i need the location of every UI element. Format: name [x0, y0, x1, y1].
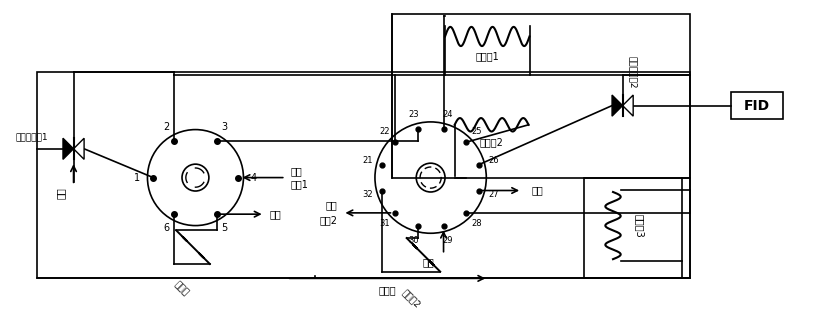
- Text: 24: 24: [442, 110, 452, 119]
- Polygon shape: [73, 138, 84, 159]
- Text: 26: 26: [489, 156, 499, 165]
- Text: 色谱杢3: 色谱杢3: [634, 214, 644, 237]
- Text: 22: 22: [379, 127, 390, 136]
- Text: 29: 29: [442, 236, 452, 245]
- Text: 30: 30: [409, 236, 419, 245]
- Text: 色谱杢2: 色谱杢2: [480, 137, 503, 147]
- Text: 样品1: 样品1: [291, 179, 308, 189]
- Bar: [37, 72, 690, 278]
- Text: 三通截止阎1: 三通截止阎1: [16, 133, 49, 142]
- Text: 21: 21: [363, 156, 372, 165]
- Polygon shape: [623, 95, 633, 116]
- Text: 排空: 排空: [531, 186, 543, 196]
- Text: 定量管: 定量管: [172, 280, 190, 298]
- Text: 5: 5: [222, 223, 228, 233]
- Text: 4: 4: [251, 173, 257, 183]
- Text: FID: FID: [744, 99, 770, 113]
- Text: 载气: 载气: [56, 187, 66, 199]
- Text: 出口: 出口: [326, 200, 338, 210]
- Text: 色谱杢1: 色谱杢1: [475, 51, 499, 61]
- Bar: [731, 92, 784, 119]
- Text: 定量管2: 定量管2: [400, 288, 423, 310]
- Polygon shape: [63, 138, 73, 159]
- Text: 25: 25: [471, 127, 482, 136]
- Text: 27: 27: [489, 190, 499, 199]
- Bar: [584, 178, 690, 278]
- Text: 28: 28: [471, 219, 482, 228]
- Text: 32: 32: [363, 190, 373, 199]
- Text: 辅助气: 辅助气: [378, 285, 396, 295]
- Text: 入口: 入口: [422, 257, 434, 267]
- Text: 出口: 出口: [269, 209, 281, 219]
- Bar: [392, 14, 690, 178]
- Text: 31: 31: [379, 219, 390, 228]
- Text: 入口: 入口: [291, 166, 302, 176]
- Polygon shape: [612, 95, 623, 116]
- Text: 1: 1: [133, 173, 140, 183]
- Text: 23: 23: [409, 110, 419, 119]
- Text: 2: 2: [163, 122, 169, 132]
- Text: 3: 3: [222, 122, 227, 132]
- Text: 样品2: 样品2: [320, 216, 338, 226]
- Text: 6: 6: [163, 223, 169, 233]
- Text: 三通截止阎2: 三通截止阎2: [629, 56, 638, 88]
